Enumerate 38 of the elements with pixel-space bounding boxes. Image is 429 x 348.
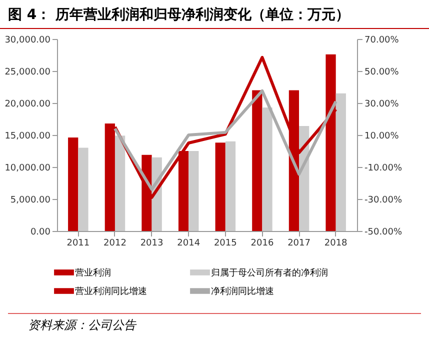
y-tick-label: 20,000.00 — [4, 100, 51, 110]
y2-tick-label: -50.00% — [364, 228, 403, 238]
y2-tick-label: -10.00% — [364, 164, 403, 174]
bar — [262, 107, 272, 231]
legend-label: 营业利润 — [75, 267, 111, 278]
bar — [225, 141, 236, 231]
text: 资料来源：公司公告 — [8, 313, 421, 337]
y-tick-label: 0.00 — [30, 228, 51, 238]
y2-tick-label: 70.00% — [364, 36, 400, 46]
y-tick-label: 30,000.00 — [4, 36, 51, 46]
bar — [336, 93, 346, 231]
x-tick-label: 2014 — [177, 238, 200, 248]
line-series — [113, 89, 338, 191]
legend-label: 净利润同比增速 — [211, 286, 274, 297]
legend-label: 营业利润同比增速 — [75, 286, 147, 297]
y-tick-label: 15,000.00 — [4, 132, 51, 142]
x-tick-label: 2017 — [288, 238, 310, 248]
bar — [68, 138, 78, 231]
legend-label: 归属于母公司所有者的净利润 — [211, 267, 328, 278]
x-tick-label: 2012 — [104, 238, 126, 248]
bar — [252, 90, 262, 231]
bar — [114, 136, 126, 231]
bar — [188, 151, 199, 231]
bar — [78, 148, 88, 231]
y-tick-label: 25,000.00 — [4, 68, 51, 78]
y2-tick-label: -30.00% — [364, 196, 403, 206]
y2-tick-label: 30.00% — [364, 100, 400, 110]
x-tick-label: 2015 — [214, 238, 237, 248]
x-tick-label: 2013 — [140, 238, 164, 248]
y-tick-label: 10,000.00 — [4, 164, 51, 174]
y2-tick-label: 50.00% — [364, 68, 400, 78]
y-tick-label: 5,000.00 — [10, 196, 51, 206]
x-tick-label: 2011 — [66, 238, 90, 248]
bar — [215, 142, 226, 231]
x-tick-label: 2018 — [324, 238, 348, 248]
chart-title: 图 4： 历年营业利润和归母净利润变化（单位：万元） — [0, 0, 429, 29]
y2-tick-label: 10.00% — [364, 132, 400, 142]
x-tick-label: 2016 — [250, 238, 274, 248]
